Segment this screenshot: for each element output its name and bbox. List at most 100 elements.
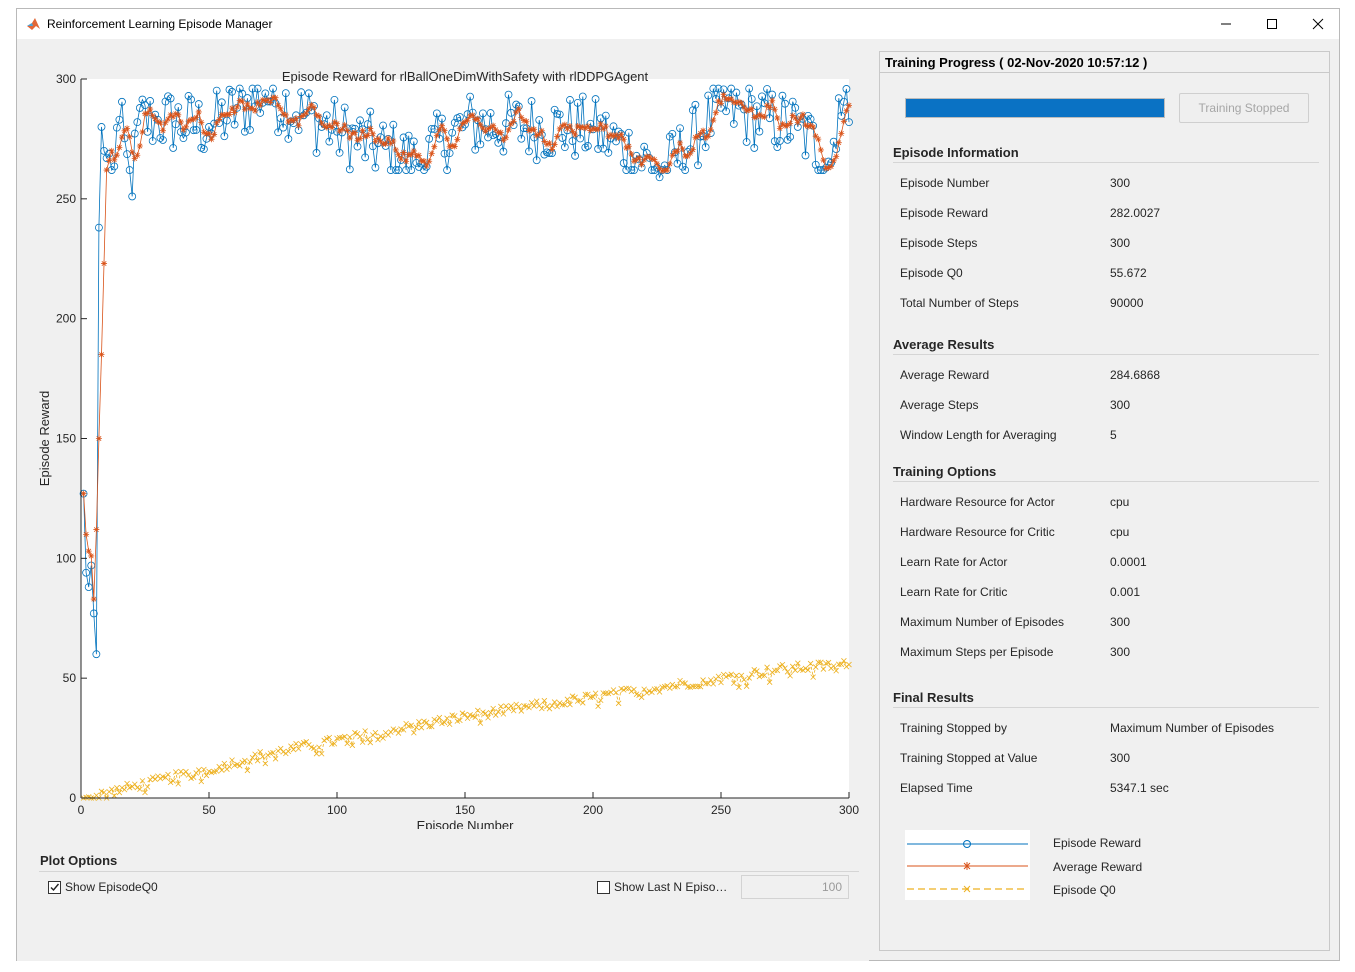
average-reward-point xyxy=(280,111,287,118)
show-q0-checkbox[interactable] xyxy=(48,880,61,894)
average-reward-point xyxy=(165,116,172,123)
episode-reward-point xyxy=(146,97,155,105)
close-button[interactable] xyxy=(1295,9,1341,39)
average-reward-point xyxy=(720,91,727,98)
average-reward-point xyxy=(564,125,571,132)
episode-q0-point xyxy=(259,753,266,760)
episode-q0-point xyxy=(562,701,568,708)
episode-q0-point xyxy=(495,709,502,715)
average-reward-point xyxy=(526,127,532,134)
episode-reward-point xyxy=(363,120,372,129)
episode-q0-point xyxy=(500,711,507,717)
plot-area: 0 50 100 150 200 250 300 0 50 100 150 200 250 300 Epis… xyxy=(17,39,869,961)
average-reward-point xyxy=(106,157,113,164)
average-reward-point xyxy=(636,154,643,161)
x-axis-label: Episode Number xyxy=(417,818,514,829)
average-reward-point xyxy=(277,105,284,112)
episode-q0-point xyxy=(441,719,448,726)
average-reward-point xyxy=(669,152,676,159)
episode-reward-point xyxy=(466,92,475,101)
average-reward-point xyxy=(374,135,381,142)
episode-reward-point xyxy=(125,166,134,174)
average-reward-point xyxy=(828,163,835,170)
episode-q0-point xyxy=(372,729,379,736)
episode-reward-point xyxy=(745,84,754,93)
episode-reward-point xyxy=(340,103,349,112)
info-label: Training Stopped at Value xyxy=(900,751,1038,765)
average-reward-point xyxy=(415,152,422,159)
episode-reward-point xyxy=(676,124,684,133)
episode-q0-point xyxy=(234,761,240,768)
episode-q0-point xyxy=(787,672,793,679)
episode-q0-point xyxy=(700,677,706,683)
episode-reward-chart[interactable]: 0 50 100 150 200 250 300 0 50 100 150 200 250 300 Epis… xyxy=(17,39,869,829)
average-reward-point xyxy=(167,111,174,118)
info-label: Maximum Steps per Episode xyxy=(900,645,1054,659)
show-q0-option[interactable]: Show EpisodeQ0 xyxy=(48,880,158,894)
episode-reward-point xyxy=(832,145,841,153)
average-reward-point xyxy=(282,111,289,118)
episode-q0-point xyxy=(185,772,192,778)
title-bar[interactable]: Reinforcement Learning Episode Manager xyxy=(17,9,1339,39)
episode-reward-point xyxy=(691,100,700,109)
episode-reward-point xyxy=(801,151,810,160)
average-reward-point xyxy=(252,107,259,114)
average-reward-point xyxy=(331,119,338,126)
episode-q0-point xyxy=(121,786,128,793)
episode-reward-point xyxy=(194,100,203,108)
episode-reward-point xyxy=(379,121,387,130)
episode-reward-point xyxy=(133,118,142,127)
section-divider xyxy=(893,354,1319,355)
average-reward-point xyxy=(157,119,164,126)
episode-reward-point xyxy=(187,95,195,104)
minimize-icon xyxy=(1221,23,1231,25)
episode-reward-point xyxy=(581,143,590,152)
episode-q0-point xyxy=(475,707,481,714)
average-reward-point xyxy=(513,109,520,116)
info-value: 300 xyxy=(1110,615,1131,629)
last-n-input[interactable]: 100 xyxy=(741,875,849,899)
show-last-n-checkbox[interactable] xyxy=(597,880,610,894)
episode-reward-point xyxy=(225,85,234,94)
training-stopped-button[interactable]: Training Stopped xyxy=(1179,93,1309,123)
average-reward-point xyxy=(231,109,238,116)
episode-reward-point xyxy=(681,166,690,174)
section-divider xyxy=(893,162,1319,163)
panel-title-divider xyxy=(880,72,1329,73)
episode-q0-point xyxy=(411,729,417,736)
episode-reward-point xyxy=(742,138,751,146)
episode-q0-point xyxy=(137,786,143,793)
average-reward-point xyxy=(449,142,456,149)
episode-q0-point xyxy=(290,746,297,753)
average-reward-point xyxy=(318,119,325,126)
y-axis-label: Episode Reward xyxy=(37,391,52,486)
episode-manager-window: Reinforcement Learning Episode Manager 0… xyxy=(16,8,1340,961)
episode-reward-point xyxy=(829,137,838,146)
average-reward-point xyxy=(549,146,556,153)
episode-q0-point xyxy=(195,767,202,773)
minimize-button[interactable] xyxy=(1203,9,1249,39)
episode-q0-point xyxy=(114,785,120,791)
episode-reward-point xyxy=(248,84,257,93)
average-reward-point xyxy=(272,94,279,101)
episode-reward-point xyxy=(709,84,718,93)
episode-q0-point xyxy=(590,694,596,700)
average-reward-point xyxy=(666,160,673,167)
show-last-n-option[interactable]: Show Last N Episo… xyxy=(597,880,727,894)
episode-q0-point xyxy=(518,708,525,714)
maximize-button[interactable] xyxy=(1249,9,1295,39)
episode-q0-point xyxy=(485,714,491,721)
average-reward-point xyxy=(403,158,410,165)
average-reward-point xyxy=(446,143,453,150)
episode-q0-point xyxy=(743,683,750,689)
legend-marker-circle xyxy=(963,840,971,848)
episode-q0-point xyxy=(464,715,471,722)
episode-reward-point xyxy=(217,98,226,107)
average-reward-point xyxy=(748,105,755,112)
episode-q0-point xyxy=(257,748,263,755)
episode-reward-point xyxy=(455,113,464,121)
average-reward-point xyxy=(597,120,604,127)
episode-reward-point xyxy=(729,119,738,128)
episode-q0-point xyxy=(510,707,517,714)
info-value: Maximum Number of Episodes xyxy=(1110,721,1275,735)
